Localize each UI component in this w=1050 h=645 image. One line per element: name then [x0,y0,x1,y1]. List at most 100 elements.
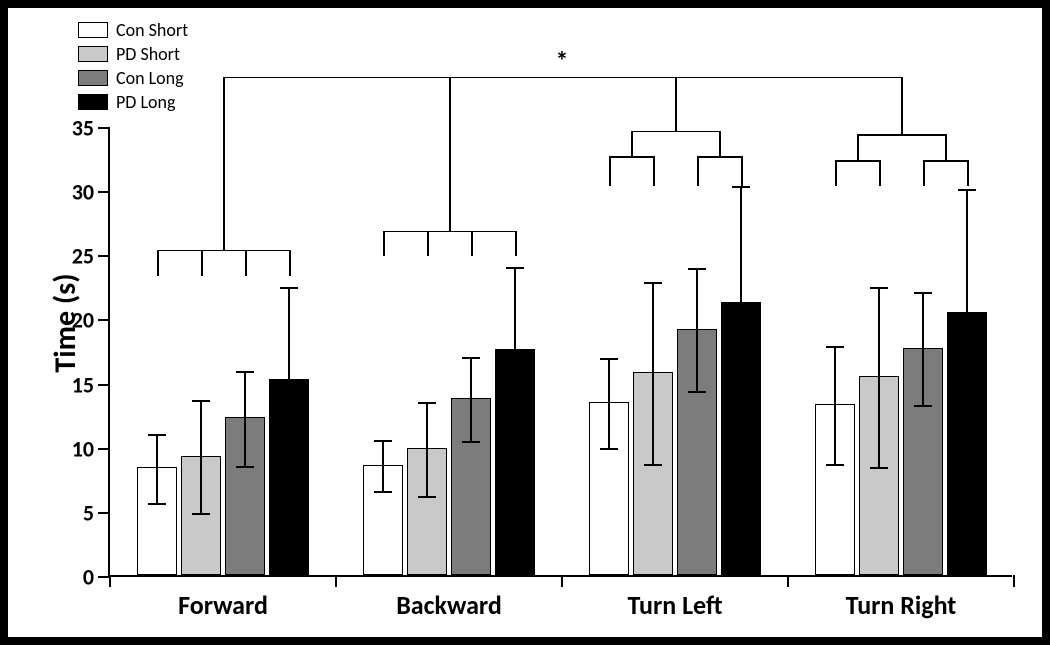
sig-line [223,77,225,250]
y-tick-label: 5 [83,499,94,526]
sig-line [471,231,473,257]
legend-label: PD Long [116,91,175,113]
error-cap [280,287,298,289]
error-cap [958,437,976,439]
y-tick [98,448,110,450]
x-category-label: Forward [178,589,268,621]
sig-line [697,156,741,158]
error-cap [826,346,844,348]
error-cap [688,268,706,270]
legend: Con ShortPD ShortCon LongPD Long [78,18,188,114]
legend-label: PD Short [116,43,180,65]
error-cap [148,434,166,436]
error-cap [148,503,166,505]
y-tick-label: 0 [83,564,94,591]
sig-line [945,134,947,160]
error-cap [506,434,524,436]
error-cap [236,466,254,468]
x-category-label: Turn Left [628,589,723,621]
y-tick [98,191,110,193]
sig-line [609,156,611,186]
sig-line [383,231,515,233]
sig-line [449,77,451,231]
y-tick-label: 25 [72,243,94,270]
legend-item: PD Long [78,90,188,114]
error-cap [600,358,618,360]
sig-line [835,160,879,162]
error-cap [958,189,976,191]
error-bar [966,190,968,439]
y-tick-label: 30 [72,179,94,206]
error-bar [696,269,698,392]
x-tick [787,575,789,587]
legend-label: Con Long [116,67,184,89]
sig-line [609,156,653,158]
legend-swatch [78,70,108,86]
y-tick [98,255,110,257]
sig-line [741,156,743,186]
error-cap [826,464,844,466]
sig-line [857,134,945,136]
y-tick [98,319,110,321]
sig-line [967,160,969,186]
y-tick-label: 20 [72,307,94,334]
error-cap [914,292,932,294]
sig-line [157,250,289,252]
y-tick-label: 15 [72,371,94,398]
x-tick [1013,575,1015,587]
y-tick [98,127,110,129]
error-cap [506,267,524,269]
legend-item: PD Short [78,42,188,66]
sig-line [383,231,385,257]
error-cap [418,496,436,498]
error-cap [236,371,254,373]
y-tick-label: 10 [72,435,94,462]
error-bar [156,435,158,504]
error-cap [374,491,392,493]
error-cap [870,287,888,289]
sig-line [901,77,903,135]
error-cap [192,400,210,402]
legend-item: Con Long [78,66,188,90]
y-tick-label: 35 [72,115,94,142]
sig-line [223,77,901,79]
error-bar [834,347,836,465]
legend-swatch [78,22,108,38]
sig-line [157,250,159,276]
sig-line [923,160,925,186]
legend-swatch [78,46,108,62]
sig-line [427,231,429,257]
error-cap [280,472,298,474]
plot-area: * 05101520253035ForwardBackwardTurn Left… [108,128,1012,577]
error-cap [462,357,480,359]
error-cap [644,282,662,284]
error-bar [244,372,246,467]
x-category-label: Backward [396,589,502,621]
error-bar [652,283,654,465]
error-cap [644,464,662,466]
error-bar [200,401,202,514]
sig-line [719,131,721,157]
y-tick [98,384,110,386]
sig-line [631,131,719,133]
error-bar [608,359,610,449]
x-tick [109,575,111,587]
sig-line [245,250,247,276]
error-bar [426,403,428,498]
sig-line [515,231,517,257]
error-cap [192,513,210,515]
legend-swatch [78,94,108,110]
error-cap [732,419,750,421]
sig-line [653,156,655,186]
sig-line [697,156,699,186]
error-bar [740,187,742,420]
error-cap [732,186,750,188]
error-bar [514,268,516,435]
sig-line [879,160,881,186]
x-tick [561,575,563,587]
error-cap [688,391,706,393]
legend-item: Con Short [78,18,188,42]
sig-line [835,160,837,186]
error-cap [374,440,392,442]
error-cap [600,448,618,450]
